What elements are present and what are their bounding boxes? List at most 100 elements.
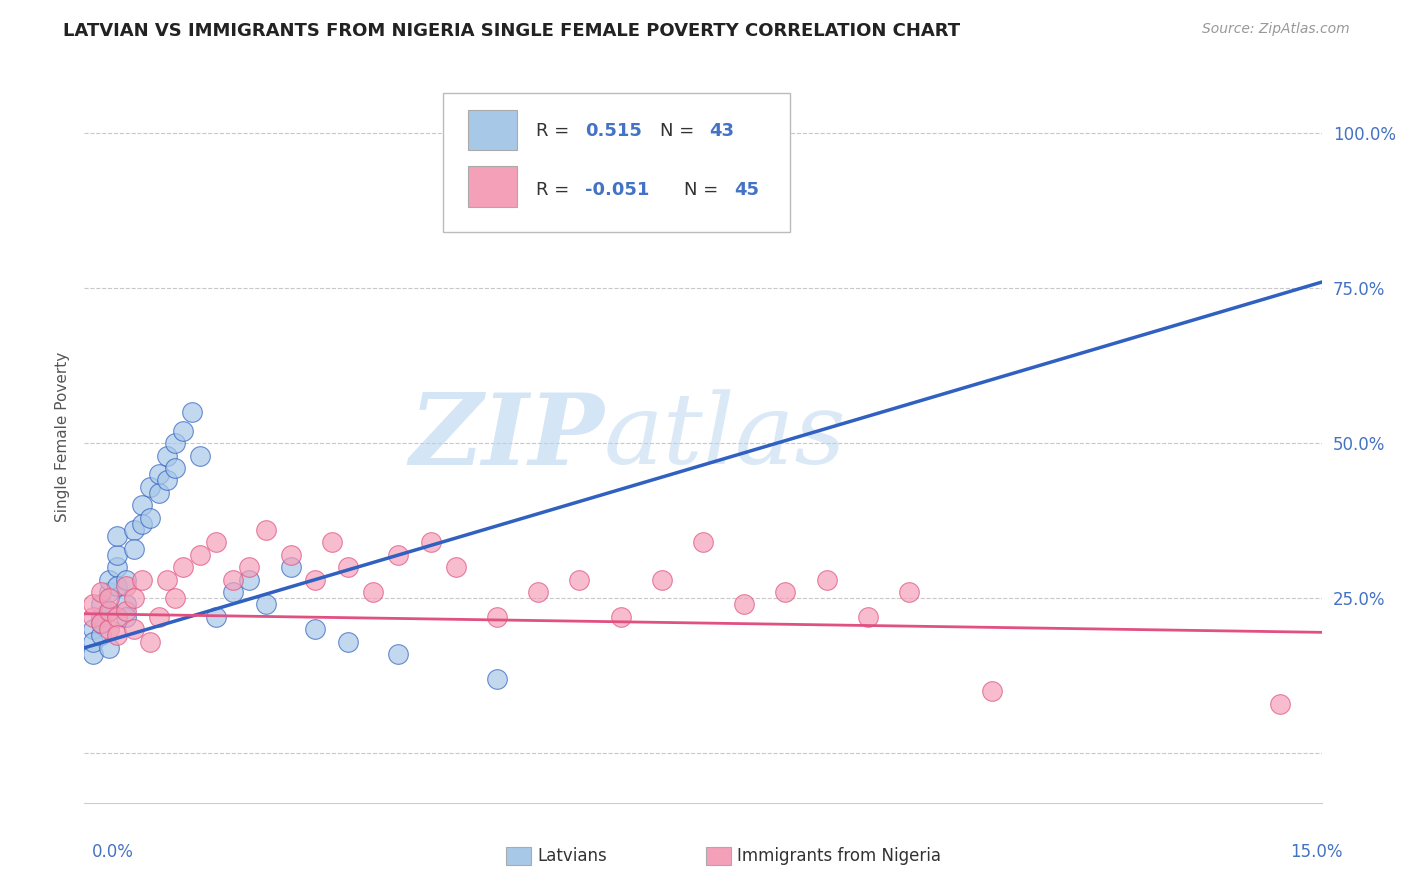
- Point: [114, 598, 136, 612]
- Text: Latvians: Latvians: [537, 847, 607, 865]
- Point: [82, 622, 104, 636]
- Point: [188, 548, 211, 562]
- Point: [222, 573, 245, 587]
- Point: [172, 424, 194, 438]
- Text: LATVIAN VS IMMIGRANTS FROM NIGERIA SINGLE FEMALE POVERTY CORRELATION CHART: LATVIAN VS IMMIGRANTS FROM NIGERIA SINGL…: [63, 22, 960, 40]
- Point: [148, 486, 170, 500]
- Point: [114, 579, 136, 593]
- Point: [131, 516, 153, 531]
- Point: [856, 610, 879, 624]
- Point: [609, 610, 631, 624]
- Point: [114, 610, 136, 624]
- Point: [568, 573, 591, 587]
- Point: [898, 585, 921, 599]
- Point: [361, 585, 384, 599]
- Point: [815, 573, 838, 587]
- Text: Source: ZipAtlas.com: Source: ZipAtlas.com: [1202, 22, 1350, 37]
- Point: [280, 548, 302, 562]
- Point: [387, 647, 409, 661]
- Point: [337, 634, 360, 648]
- Point: [485, 672, 508, 686]
- Point: [122, 541, 145, 556]
- Point: [98, 591, 121, 606]
- Point: [82, 634, 104, 648]
- Text: 0.0%: 0.0%: [91, 843, 134, 861]
- Point: [304, 573, 326, 587]
- Point: [98, 604, 121, 618]
- Point: [527, 585, 550, 599]
- Point: [205, 535, 228, 549]
- FancyBboxPatch shape: [468, 110, 517, 151]
- FancyBboxPatch shape: [468, 167, 517, 207]
- Text: N =: N =: [659, 122, 700, 140]
- Point: [90, 610, 112, 624]
- Text: 15.0%: 15.0%: [1291, 843, 1343, 861]
- Point: [156, 474, 179, 488]
- Y-axis label: Single Female Poverty: Single Female Poverty: [55, 352, 70, 522]
- Point: [337, 560, 360, 574]
- Point: [105, 610, 128, 624]
- Point: [165, 436, 187, 450]
- Point: [98, 640, 121, 655]
- Point: [139, 634, 162, 648]
- Point: [254, 598, 277, 612]
- Point: [98, 622, 121, 636]
- Point: [165, 591, 187, 606]
- Point: [172, 560, 194, 574]
- Point: [148, 467, 170, 482]
- Point: [238, 560, 260, 574]
- Point: [105, 560, 128, 574]
- Point: [733, 598, 755, 612]
- Point: [90, 615, 112, 630]
- Point: [775, 585, 797, 599]
- Point: [131, 573, 153, 587]
- Point: [122, 591, 145, 606]
- Point: [122, 622, 145, 636]
- Point: [82, 647, 104, 661]
- Point: [90, 615, 112, 630]
- Text: 45: 45: [734, 181, 759, 199]
- Point: [651, 573, 673, 587]
- Point: [82, 610, 104, 624]
- Point: [692, 201, 714, 215]
- Point: [485, 610, 508, 624]
- Point: [444, 560, 467, 574]
- Point: [980, 684, 1002, 698]
- Point: [105, 548, 128, 562]
- Point: [139, 480, 162, 494]
- Point: [156, 573, 179, 587]
- Text: atlas: atlas: [605, 390, 846, 484]
- Point: [321, 535, 343, 549]
- Text: R =: R =: [536, 122, 575, 140]
- Point: [131, 498, 153, 512]
- Point: [98, 604, 121, 618]
- Point: [90, 628, 112, 642]
- Point: [148, 610, 170, 624]
- Point: [419, 535, 441, 549]
- Point: [82, 598, 104, 612]
- Point: [205, 610, 228, 624]
- Text: R =: R =: [536, 181, 575, 199]
- Point: [98, 585, 121, 599]
- Point: [105, 628, 128, 642]
- Point: [238, 573, 260, 587]
- Point: [90, 598, 112, 612]
- Text: ZIP: ZIP: [409, 389, 605, 485]
- Point: [222, 585, 245, 599]
- Point: [387, 548, 409, 562]
- Point: [692, 535, 714, 549]
- Point: [122, 523, 145, 537]
- Point: [165, 461, 187, 475]
- Point: [156, 449, 179, 463]
- Point: [90, 585, 112, 599]
- Point: [304, 622, 326, 636]
- Point: [188, 449, 211, 463]
- Point: [1270, 697, 1292, 711]
- Point: [105, 579, 128, 593]
- Point: [139, 510, 162, 524]
- Text: 43: 43: [709, 122, 734, 140]
- Text: N =: N =: [685, 181, 724, 199]
- Point: [98, 573, 121, 587]
- Text: Immigrants from Nigeria: Immigrants from Nigeria: [737, 847, 941, 865]
- Point: [254, 523, 277, 537]
